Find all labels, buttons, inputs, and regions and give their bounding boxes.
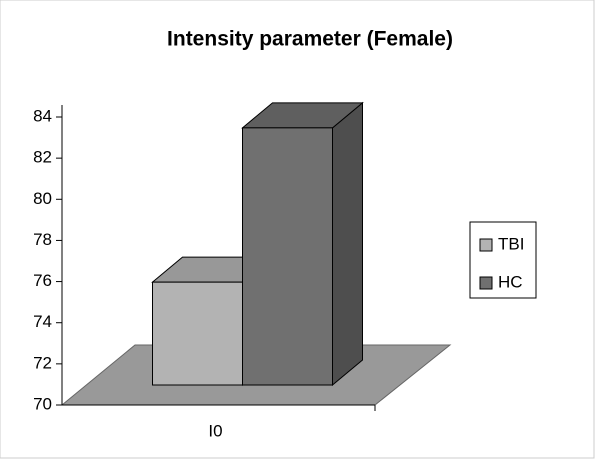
y-tick-label: 78 bbox=[33, 230, 52, 249]
chart-title: Intensity parameter (Female) bbox=[167, 28, 453, 51]
y-tick-label: 72 bbox=[33, 353, 52, 372]
legend-label: TBI bbox=[498, 234, 524, 253]
y-tick-label: 80 bbox=[33, 189, 52, 208]
x-tick-label: I0 bbox=[208, 421, 222, 440]
y-tick-label: 70 bbox=[33, 394, 52, 413]
legend-label: HC bbox=[498, 272, 523, 291]
bar bbox=[242, 127, 333, 386]
bar bbox=[152, 281, 243, 386]
legend-swatch bbox=[479, 238, 493, 252]
y-tick-label: 76 bbox=[33, 271, 52, 290]
y-tick-label: 82 bbox=[33, 148, 52, 167]
y-tick-label: 74 bbox=[33, 312, 52, 331]
legend-swatch bbox=[479, 276, 493, 290]
y-tick-label: 84 bbox=[33, 106, 52, 125]
bar-side bbox=[332, 101, 363, 387]
